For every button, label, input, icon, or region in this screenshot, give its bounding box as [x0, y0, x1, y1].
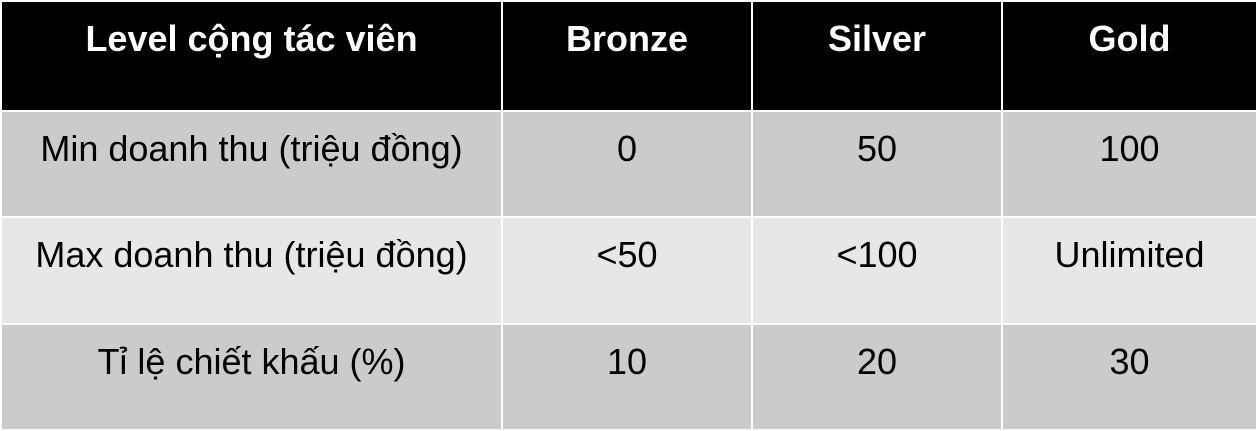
cell-discount-bronze: 10	[501, 322, 753, 431]
cell-min-bronze: 0	[501, 109, 753, 219]
header-level: Level cộng tác viên	[0, 0, 503, 112]
table-row: Tỉ lệ chiết khấu (%) 10 20 30	[0, 322, 1256, 431]
header-gold: Gold	[1001, 0, 1256, 112]
cell-max-bronze: <50	[501, 216, 753, 325]
table-row: Min doanh thu (triệu đồng) 0 50 100	[0, 109, 1256, 219]
row-label-max-revenue: Max doanh thu (triệu đồng)	[0, 216, 503, 325]
cell-min-silver: 50	[751, 109, 1003, 219]
cell-discount-gold: 30	[1001, 322, 1256, 431]
table-row: Max doanh thu (triệu đồng) <50 <100 Unli…	[0, 216, 1256, 325]
cell-max-silver: <100	[751, 216, 1003, 325]
table-header-row: Level cộng tác viên Bronze Silver Gold	[0, 0, 1256, 112]
row-label-min-revenue: Min doanh thu (triệu đồng)	[0, 109, 503, 219]
header-bronze: Bronze	[501, 0, 753, 112]
cell-min-gold: 100	[1001, 109, 1256, 219]
header-silver: Silver	[751, 0, 1003, 112]
cell-discount-silver: 20	[751, 322, 1003, 431]
cell-max-gold: Unlimited	[1001, 216, 1256, 325]
row-label-discount-rate: Tỉ lệ chiết khấu (%)	[0, 322, 503, 431]
